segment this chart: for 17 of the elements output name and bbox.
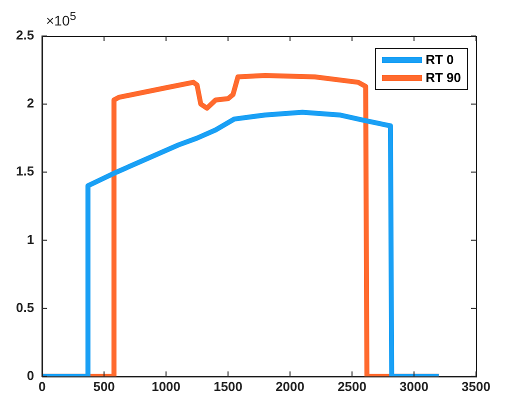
x-tick-label: 1000: [152, 378, 181, 394]
x-tick-label: 2000: [276, 378, 304, 394]
legend-label: RT 0: [426, 51, 454, 69]
y-tick-label: 0: [26, 368, 34, 383]
y-tick-label: 2: [26, 96, 34, 111]
x-tick-label: 1500: [214, 378, 242, 394]
y-tick-label: 0.5: [16, 300, 34, 315]
x-tick-label: 3000: [400, 378, 428, 394]
y-tick-label: 1: [26, 232, 34, 247]
legend-label: RT 90: [426, 69, 461, 87]
x-tick-label: 2500: [338, 378, 366, 394]
text: ×10$^{5}$: [46, 10, 76, 29]
x-tick-label: 3500: [462, 378, 490, 394]
y-tick-label: 1.5: [16, 164, 34, 179]
x-tick-label: 500: [93, 378, 115, 394]
x-tick-label: 0: [38, 378, 46, 394]
y-tick-label: 2.5: [16, 28, 34, 43]
